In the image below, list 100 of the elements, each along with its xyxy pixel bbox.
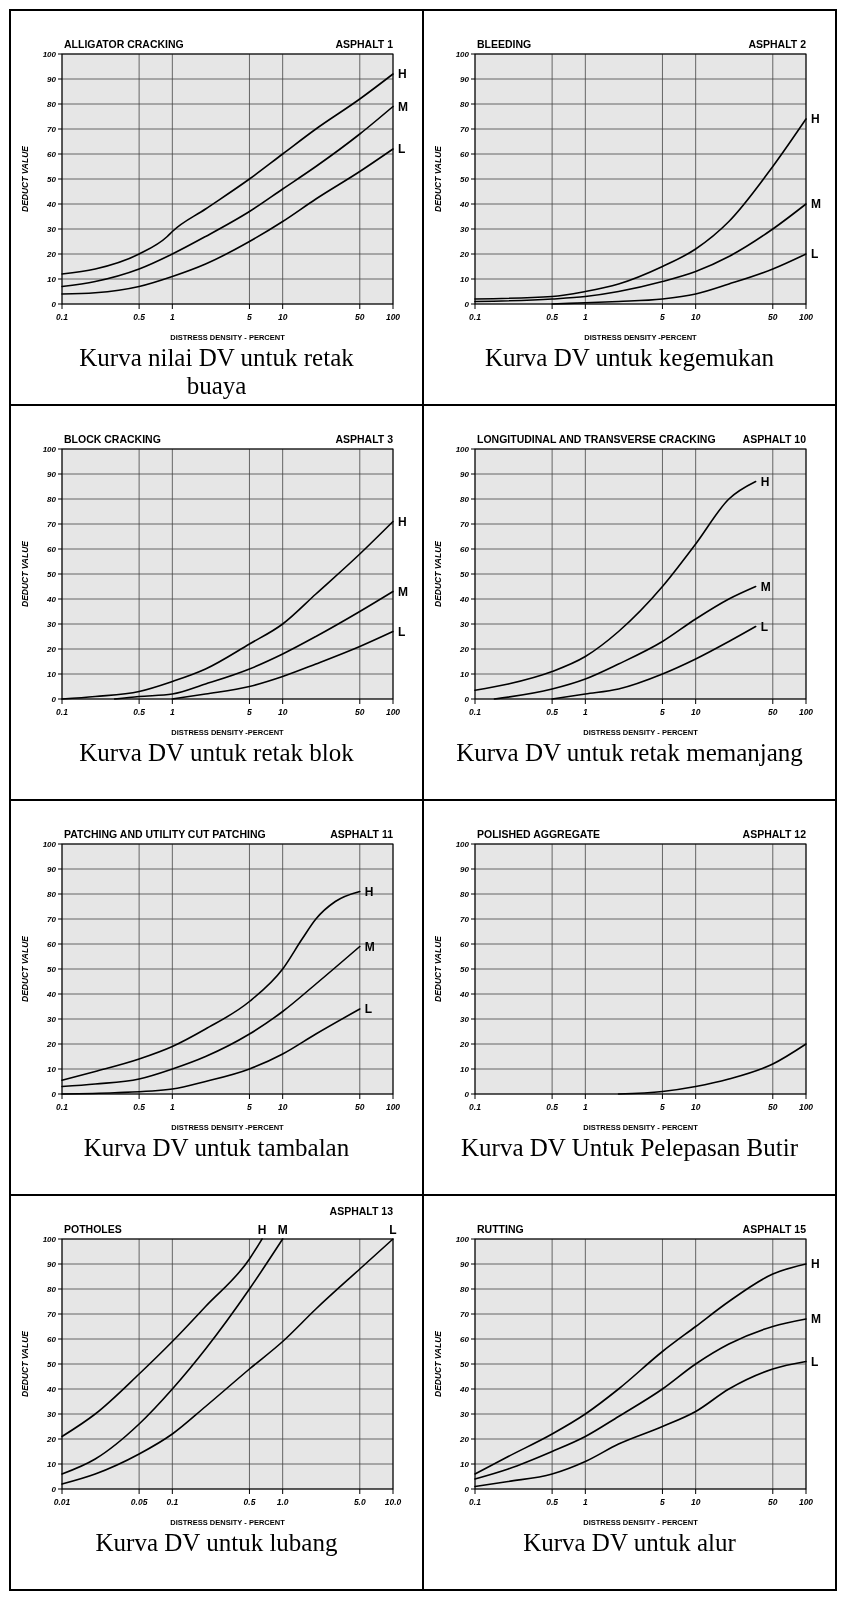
y-tick-label: 10	[47, 274, 57, 284]
x-tick-label: 0.1	[469, 1102, 482, 1112]
y-tick-label: 60	[47, 149, 57, 159]
y-tick-label: 40	[459, 989, 470, 999]
x-tick-label: 50	[355, 707, 365, 717]
x-tick-label: 1	[582, 707, 588, 717]
x-tick-label: 0.5	[133, 707, 146, 717]
x-tick-label: 1	[582, 312, 588, 322]
text: Kurva DV untuk retak blok	[79, 739, 355, 766]
y-tick-label: 90	[47, 469, 57, 479]
chart-subtitle: ASPHALT 2	[748, 38, 807, 50]
x-tick-label: 0.1	[56, 312, 69, 322]
text: Kurva DV untuk kegemukan	[484, 344, 775, 371]
x-tick-label: 1	[169, 707, 175, 717]
series-label: M	[277, 1223, 288, 1237]
series-label: L	[389, 1223, 397, 1237]
y-tick-label: 80	[47, 494, 57, 504]
y-tick-label: 60	[460, 544, 470, 554]
x-tick-label: 0.5	[546, 1497, 559, 1507]
x-tick-label: 5	[247, 312, 253, 322]
y-tick-label: 50	[47, 569, 57, 579]
y-tick-label: 40	[46, 594, 57, 604]
series-label: M	[760, 579, 771, 594]
chart-subtitle: ASPHALT 3	[335, 433, 394, 445]
y-axis-title: DEDUCT VALUE	[20, 1330, 30, 1397]
y-tick-label: 10	[460, 1459, 470, 1469]
series-label: L	[398, 142, 406, 156]
text: Kurva nilai DV untuk retak buaya	[79, 344, 355, 399]
chart-title: BLOCK CRACKING	[64, 433, 161, 445]
chart-subtitle: ASPHALT 15	[742, 1223, 807, 1235]
y-tick-label: 10	[47, 669, 57, 679]
y-axis-title: DEDUCT VALUE	[433, 145, 443, 212]
y-tick-label: 100	[455, 444, 470, 454]
x-tick-label: 0.5	[546, 707, 559, 717]
y-tick-label: 90	[460, 864, 470, 874]
y-tick-label: 100	[455, 839, 470, 849]
y-tick-label: 70	[47, 914, 57, 924]
y-tick-label: 20	[46, 249, 57, 259]
y-tick-label: 40	[459, 594, 470, 604]
y-tick-label: 60	[47, 1334, 57, 1344]
y-tick-label: 30	[47, 1014, 57, 1024]
x-tick-label: 5	[660, 707, 666, 717]
series-label: H	[398, 67, 407, 81]
y-tick-label: 90	[47, 864, 57, 874]
y-axis-title: DEDUCT VALUE	[433, 540, 443, 607]
y-tick-label: 50	[460, 964, 470, 974]
y-tick-label: 90	[460, 1259, 470, 1269]
x-tick-label: 10.0	[384, 1497, 402, 1507]
y-tick-label: 0	[51, 1484, 57, 1494]
series-label: H	[811, 112, 820, 126]
x-tick-label: 1.0	[276, 1497, 289, 1507]
x-tick-label: 50	[768, 312, 778, 322]
series-label: L	[364, 1002, 373, 1016]
y-tick-label: 60	[460, 939, 470, 949]
y-tick-label: 90	[460, 74, 470, 84]
chart-title: LONGITUDINAL AND TRANSVERSE CRACKING	[477, 433, 716, 445]
y-tick-label: 20	[459, 249, 470, 259]
x-tick-label: 100	[798, 707, 814, 717]
x-tick-label: 1	[169, 1102, 175, 1112]
x-tick-label: 0.1	[469, 312, 482, 322]
y-tick-label: 80	[460, 889, 470, 899]
y-tick-label: 40	[46, 989, 57, 999]
x-tick-label: 1	[582, 1497, 588, 1507]
y-tick-label: 30	[47, 224, 57, 234]
series-label: M	[398, 584, 408, 599]
y-tick-label: 100	[42, 444, 57, 454]
series-label: H	[398, 514, 407, 529]
x-tick-label: 5	[247, 1102, 253, 1112]
x-tick-label: 0.5	[133, 312, 146, 322]
chart-subtitle: ASPHALT 12	[742, 828, 807, 840]
y-tick-label: 70	[47, 124, 57, 134]
y-tick-label: 50	[460, 569, 470, 579]
x-tick-label: 5	[660, 312, 666, 322]
series-label: M	[398, 99, 408, 114]
x-tick-label: 100	[385, 312, 401, 322]
x-tick-label: 5	[660, 1102, 666, 1112]
y-tick-label: 10	[460, 1064, 470, 1074]
series-label: L	[760, 619, 769, 634]
y-tick-label: 70	[47, 519, 57, 529]
x-tick-label: 0.5	[546, 1102, 559, 1112]
y-tick-label: 40	[46, 199, 57, 209]
series-label: L	[811, 247, 819, 261]
y-tick-label: 80	[47, 1284, 57, 1294]
y-tick-label: 70	[47, 1309, 57, 1319]
x-tick-label: 10	[690, 707, 701, 717]
y-tick-label: 90	[460, 469, 470, 479]
y-tick-label: 70	[460, 124, 470, 134]
x-tick-label: 10	[277, 1102, 288, 1112]
y-axis-title: DEDUCT VALUE	[433, 935, 443, 1002]
y-tick-label: 60	[460, 1334, 470, 1344]
y-tick-label: 100	[42, 49, 57, 59]
y-tick-label: 0	[51, 694, 57, 704]
x-tick-label: 0.05	[130, 1497, 148, 1507]
y-tick-label: 40	[459, 199, 470, 209]
y-tick-label: 50	[47, 964, 57, 974]
x-tick-label: 10	[277, 312, 288, 322]
x-tick-label: 10	[690, 1102, 701, 1112]
y-tick-label: 100	[455, 1234, 470, 1244]
series-label: H	[760, 474, 770, 489]
y-tick-label: 90	[47, 1259, 57, 1269]
